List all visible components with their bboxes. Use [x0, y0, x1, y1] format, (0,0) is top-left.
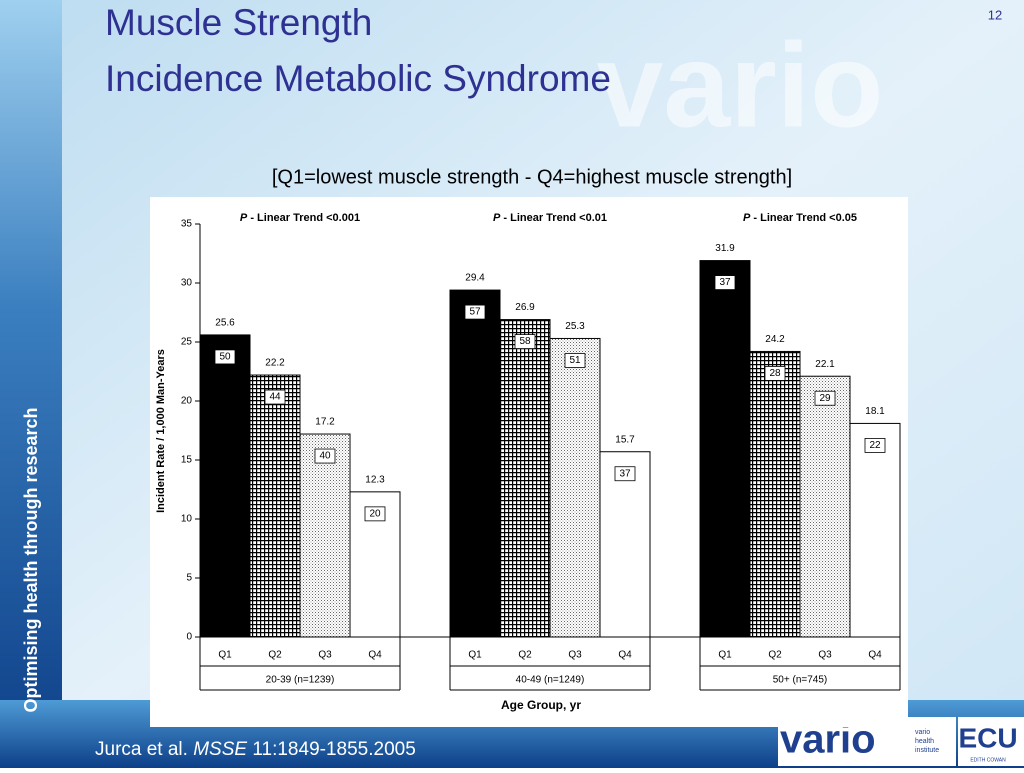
- trend-p: P: [493, 212, 501, 224]
- bar: [699, 260, 751, 638]
- vario-sub: vario: [915, 729, 930, 736]
- count-label: 51: [569, 355, 581, 366]
- value-label: 12.3: [365, 475, 385, 486]
- series-label: Q4: [618, 650, 632, 661]
- count-box: [264, 389, 286, 405]
- value-label: 18.1: [865, 406, 885, 417]
- count-box: [714, 275, 736, 290]
- value-label: 25.3: [565, 321, 585, 332]
- trend-p: P: [240, 212, 248, 224]
- x-axis-label: Age Group, yr: [501, 698, 581, 712]
- count-box: [514, 334, 536, 349]
- count-box: [614, 466, 636, 482]
- y-tick-label: 30: [181, 278, 193, 289]
- count-label: 37: [719, 277, 731, 288]
- group-label: 50+ (n=745): [773, 675, 828, 686]
- bar: [599, 451, 651, 638]
- y-axis-label: Incident Rate / 1,000 Man-Years: [155, 349, 167, 513]
- title: Incidence Metabolic Syndrome: [105, 58, 611, 99]
- series-label: Q4: [368, 650, 382, 661]
- trend-annotation: P - Linear Trend <0.01: [493, 212, 607, 224]
- bar: [299, 433, 351, 638]
- count-box: [364, 506, 386, 522]
- title: Muscle Strength: [105, 2, 372, 43]
- series-label: Q3: [318, 650, 332, 661]
- series-label: Q4: [868, 650, 882, 661]
- y-tick-label: 35: [181, 219, 193, 230]
- subtitle: [Q1=lowest muscle strength - Q4=highest …: [272, 166, 792, 188]
- value-label: 31.9: [715, 243, 735, 254]
- value-label: 22.1: [815, 359, 835, 370]
- group-label: 20-39 (n=1239): [266, 675, 335, 686]
- count-box: [864, 438, 886, 453]
- trend-annotation: P - Linear Trend <0.05: [743, 212, 857, 224]
- count-box: [464, 304, 486, 320]
- citation-ref: 11:1849-1855.2005: [252, 739, 415, 760]
- bar: [249, 374, 301, 638]
- ecu-sub: EDITH COWAN: [970, 757, 1006, 763]
- count-label: 22: [869, 440, 881, 451]
- vario-sub: institute: [915, 747, 939, 754]
- count-label: 44: [269, 392, 281, 403]
- citation-authors: Jurca et al.: [95, 739, 188, 760]
- watermark: vario: [597, 19, 884, 153]
- trend-text: - Linear Trend <0.05: [753, 212, 857, 224]
- value-label: 22.2: [265, 358, 285, 369]
- count-label: 57: [469, 307, 481, 318]
- series-label: Q3: [568, 650, 582, 661]
- value-label: 25.6: [215, 318, 235, 329]
- count-label: 40: [319, 451, 331, 462]
- series-label: Q1: [718, 650, 732, 661]
- trend-annotation: P - Linear Trend <0.001: [240, 212, 360, 224]
- bar: [549, 337, 601, 638]
- ecu-logo: ECU: [958, 722, 1017, 753]
- y-tick-label: 25: [181, 337, 193, 348]
- count-box: [764, 366, 786, 381]
- bar: [199, 334, 251, 638]
- series-label: Q2: [268, 650, 282, 661]
- trend-p: P: [743, 212, 751, 224]
- count-box: [214, 349, 236, 365]
- y-tick-label: 10: [181, 514, 193, 525]
- count-box: [314, 448, 336, 464]
- bar: [799, 375, 851, 638]
- count-label: 29: [819, 393, 831, 404]
- sidebar-text: Optimising health through research: [21, 407, 41, 712]
- count-box: [814, 390, 836, 406]
- count-label: 58: [519, 336, 531, 347]
- value-label: 17.2: [315, 417, 335, 428]
- trend-text: - Linear Trend <0.01: [503, 212, 607, 224]
- bar: [849, 422, 901, 638]
- count-label: 37: [619, 468, 631, 479]
- value-label: 26.9: [515, 302, 535, 313]
- series-label: Q1: [468, 650, 482, 661]
- bar: [449, 289, 501, 638]
- citation-journal: MSSE: [193, 739, 247, 760]
- page-number: 12: [988, 7, 1002, 22]
- group-label: 40-49 (n=1249): [516, 675, 585, 686]
- value-label: 24.2: [765, 334, 785, 345]
- bar: [499, 319, 551, 638]
- citation: Jurca et al. MSSE 11:1849-1855.2005: [95, 739, 416, 760]
- y-tick-label: 15: [181, 455, 193, 466]
- y-tick-label: 20: [181, 396, 193, 407]
- series-label: Q1: [218, 650, 232, 661]
- count-label: 20: [369, 509, 381, 520]
- series-label: Q3: [818, 650, 832, 661]
- vario-sub: health: [915, 738, 934, 745]
- count-label: 50: [219, 352, 231, 363]
- ecu-logo-box: [958, 717, 1024, 766]
- sidebar-band: [0, 0, 62, 768]
- series-label: Q2: [768, 650, 782, 661]
- count-label: 28: [769, 368, 781, 379]
- trend-text: - Linear Trend <0.001: [250, 212, 360, 224]
- value-label: 15.7: [615, 434, 635, 445]
- value-label: 29.4: [465, 273, 485, 284]
- y-tick-label: 0: [186, 632, 192, 643]
- count-box: [564, 353, 586, 368]
- bar: [749, 350, 801, 638]
- y-tick-label: 5: [186, 573, 192, 584]
- series-label: Q2: [518, 650, 532, 661]
